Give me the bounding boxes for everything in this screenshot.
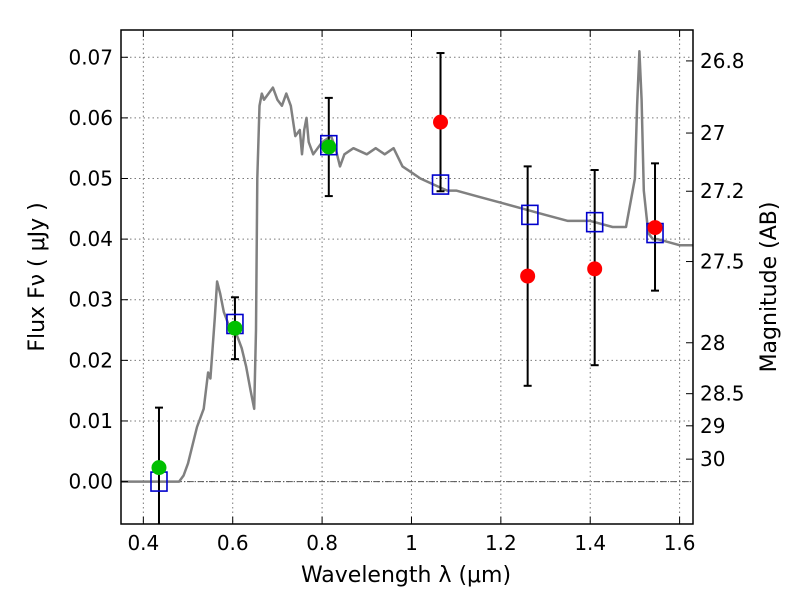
x-tick-label: 1 (405, 531, 418, 555)
model-sed (121, 49, 693, 483)
model-flux-square (431, 174, 450, 195)
x-tick-label: 0.8 (306, 531, 338, 555)
observed-flux-point (321, 139, 337, 155)
y-tick-label: 0.03 (68, 288, 113, 312)
y-tick-label: 0.06 (68, 106, 113, 130)
observed-flux-point (227, 320, 243, 336)
y-tick-label: 0.02 (68, 348, 113, 372)
mag-tick-label: 27.2 (700, 179, 745, 203)
model-flux-square (319, 134, 338, 156)
mag-tick-label: 29 (700, 414, 725, 438)
observed-flux-point (587, 261, 603, 277)
x-tick-label: 0.4 (127, 531, 159, 555)
observed-flux-point (647, 220, 663, 236)
y-axis-label: Flux Fν ( μJy ) (25, 202, 50, 351)
mag-tick-label: 27.5 (700, 250, 745, 274)
x-tick-label: 1.4 (574, 531, 606, 555)
x-tick-label: 1.2 (485, 531, 517, 555)
data-markers (150, 114, 664, 492)
mag-tick-label: 30 (700, 447, 725, 471)
y-tick-label: 0.01 (68, 409, 113, 433)
x-axis-label: Wavelength λ (μm) (301, 563, 511, 588)
model-sed-curve (121, 49, 693, 483)
y-tick-label: 0.05 (68, 167, 113, 191)
mag-tick-label: 27 (700, 121, 725, 145)
observed-flux-point (151, 460, 167, 476)
x-tick-label: 1.6 (664, 531, 696, 555)
observed-flux-point (520, 268, 536, 284)
error-bars (154, 52, 660, 524)
mag-tick-label: 28 (700, 331, 725, 355)
model-flux-square (521, 204, 539, 226)
axis-ticks: 0.4 0.6 0.8 1 1.2 1.4 1.6 0.00 0.01 0.02 0.03 0.04 0… (68, 30, 745, 555)
y-tick-label: 0.07 (68, 45, 113, 69)
y2-axis-label: Magnitude (AB) (757, 202, 782, 373)
mag-tick-label: 28.5 (700, 382, 745, 406)
observed-flux-point (433, 114, 449, 130)
mag-tick-label: 26.8 (700, 49, 745, 73)
plot-frame (120, 29, 694, 525)
model-flux-square (585, 211, 604, 233)
y-tick-label: 0.04 (68, 227, 113, 251)
grid (121, 30, 693, 524)
y-tick-label: 0.00 (68, 470, 113, 494)
x-tick-label: 0.6 (217, 531, 249, 555)
